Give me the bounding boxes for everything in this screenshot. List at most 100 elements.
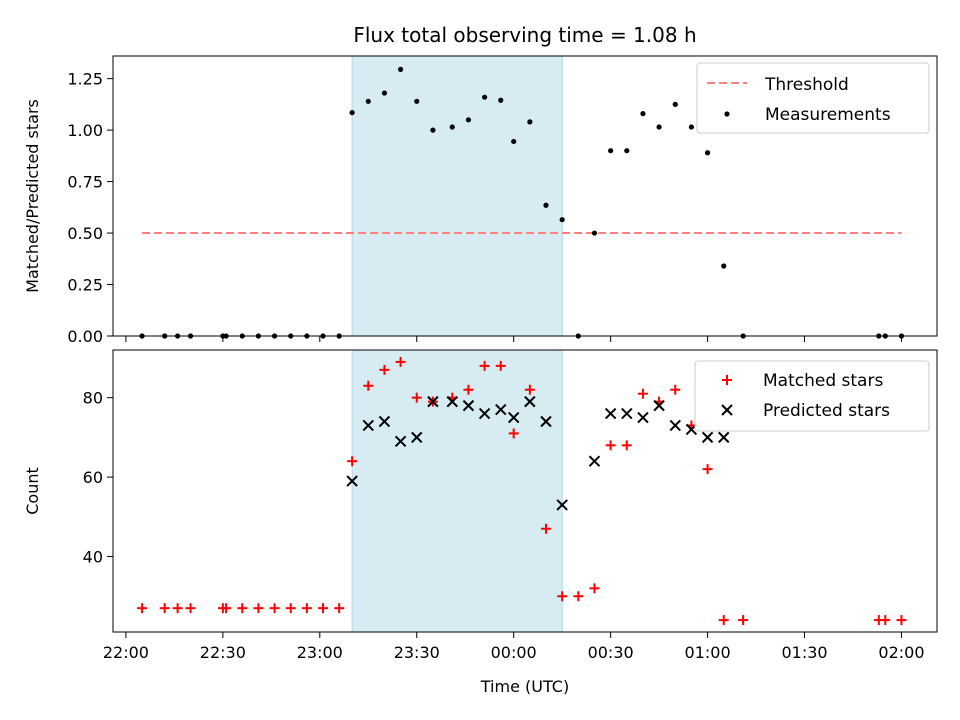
legend-matched-label: Matched stars [763, 371, 883, 391]
x-tick-label-2: 23:00 [297, 643, 343, 662]
legend-plus-glyph [722, 375, 732, 385]
measurement-point-20 [465, 117, 472, 123]
predicted-point-6 [446, 395, 459, 408]
measurement-point-16 [397, 66, 404, 72]
y-tick-label-1-0: 40 [83, 548, 103, 567]
predicted-point-6-b [446, 395, 459, 408]
predicted-point-12 [540, 415, 552, 428]
predicted-point-3 [394, 435, 407, 448]
matched-point-6 [237, 603, 248, 614]
predicted-point-2 [378, 415, 391, 428]
predicted-point-15 [604, 407, 617, 420]
matched-point-20 [463, 384, 474, 395]
predicted-point-10-b [507, 411, 520, 424]
predicted-point-17-b [637, 411, 649, 424]
predicted-point-18 [653, 399, 665, 412]
matched-point-39 [880, 615, 891, 626]
matched-point-31 [637, 388, 648, 399]
matched-point-12 [334, 603, 345, 614]
predicted-point-17 [637, 411, 649, 424]
measurement-point-22 [498, 97, 504, 103]
measurement-point-34 [688, 124, 695, 130]
matched-point-16 [395, 356, 406, 367]
measurement-point-26 [559, 217, 565, 223]
predicted-point-22-b [718, 431, 730, 444]
legend-x-glyph [721, 404, 733, 416]
ratio-y-axis-label: Matched/Predicted stars [23, 99, 42, 293]
matched-point-9 [285, 603, 296, 614]
matched-point-0 [137, 603, 148, 614]
matched-point-3 [185, 603, 196, 614]
measurement-point-19 [449, 124, 455, 130]
measurement-point-30 [624, 148, 630, 154]
predicted-point-2-b [378, 415, 391, 428]
predicted-point-9 [495, 403, 507, 416]
predicted-point-5 [427, 395, 439, 408]
x-tick-label-8: 02:00 [878, 643, 924, 662]
y-tick-label-1-1: 60 [83, 468, 103, 487]
count-y-axis-label: Count [23, 467, 42, 515]
observing-span-top [351, 55, 563, 337]
measurement-point-33 [672, 101, 678, 107]
count-y-ticks: 40 60 80 [83, 389, 113, 567]
predicted-point-22 [718, 431, 730, 444]
predicted-point-12-b [540, 415, 552, 428]
predicted-point-16 [621, 407, 633, 420]
predicted-point-13-b [556, 499, 568, 511]
measurement-point-36 [721, 263, 727, 269]
ratio-axes-frame [112, 55, 938, 337]
predicted-point-14 [588, 455, 601, 467]
ratio-legend-box [696, 62, 930, 134]
predicted-point-7-b [462, 399, 475, 412]
matched-point-24 [524, 384, 535, 395]
legend-matched-swatch [722, 375, 732, 385]
y-tick-label-0-4: 1.00 [67, 121, 103, 140]
matched-point-23 [508, 428, 519, 439]
measurement-point-35 [704, 150, 711, 156]
predicted-point-7 [462, 399, 475, 412]
matched-point-7 [253, 603, 264, 614]
measurement-point-24 [527, 119, 533, 125]
y-tick-label-0-5: 1.25 [67, 70, 103, 89]
matched-point-40 [896, 615, 907, 626]
predicted-point-1-b [362, 419, 374, 432]
matched-point-25 [541, 523, 552, 534]
predicted-point-19 [669, 419, 681, 432]
predicted-point-0 [346, 475, 358, 487]
legend-measurements-swatch [724, 111, 730, 117]
x-tick-label-5: 00:30 [588, 643, 634, 662]
predicted-point-4 [411, 431, 423, 444]
measurement-point-18 [430, 127, 436, 133]
predicted-point-21-b [701, 431, 714, 444]
predicted-point-21 [701, 431, 714, 444]
predicted-point-3-b [394, 435, 407, 448]
matched-point-36 [718, 615, 729, 626]
predicted-point-11 [524, 395, 536, 408]
x-tick-label-0: 22:00 [103, 643, 149, 662]
matched-point-13 [347, 456, 358, 467]
count-legend: Matched stars Predicted stars [694, 360, 930, 432]
predicted-point-14-b [588, 455, 601, 467]
predicted-point-19-b [669, 419, 681, 432]
matched-point-27 [573, 591, 584, 602]
x-tick-label-6: 01:00 [685, 643, 731, 662]
measurement-point-31 [640, 111, 646, 117]
measurement-point-32 [656, 124, 662, 130]
matched-point-5 [221, 603, 232, 614]
ratio-panel: 0.00 0.25 0.50 0.75 1.00 1.25 Matched/Predict… [23, 55, 938, 346]
matched-point-30 [621, 440, 632, 451]
measurement-point-25 [543, 202, 549, 208]
predicted-point-5-b [427, 395, 439, 408]
legend-threshold-label: Threshold [764, 75, 849, 95]
observing-span-rect-0 [351, 55, 563, 337]
measurement-point-28 [591, 230, 598, 236]
x-tick-label-3: 23:30 [394, 643, 440, 662]
matched-point-35 [702, 464, 713, 475]
legend-measurements-label: Measurements [765, 105, 891, 125]
legend-predicted-swatch [721, 404, 733, 416]
count-legend-box [694, 360, 930, 432]
count-points [137, 356, 907, 626]
matched-point-14 [363, 380, 374, 391]
ratio-legend: Threshold Measurements [696, 62, 930, 134]
